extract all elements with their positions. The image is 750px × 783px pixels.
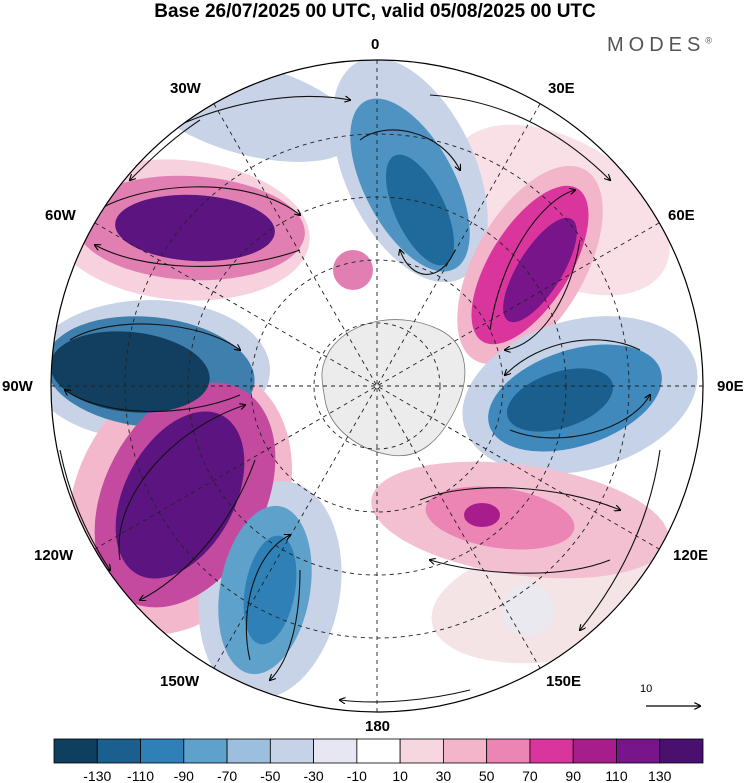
colorbar-tick-label: 50	[479, 768, 495, 783]
lon-label-120e: 120E	[673, 547, 709, 564]
colorbar-swatch	[659, 738, 704, 764]
colorbar-tick-label: 130	[648, 768, 672, 783]
colorbar-swatch	[96, 738, 141, 764]
lon-label-30w: 30W	[170, 80, 201, 97]
map-title: Base 26/07/2025 00 UTC, valid 05/08/2025…	[154, 1, 596, 22]
colorbar-tick-label: 10	[392, 768, 408, 783]
colorbar-swatch	[269, 738, 315, 764]
colorbar-swatch	[399, 738, 444, 764]
colorbar-tick-label: 70	[522, 768, 538, 783]
colorbar-swatch	[183, 738, 228, 764]
lon-label-0: 0	[371, 36, 380, 53]
lon-label-60e: 60E	[668, 207, 695, 224]
wind-streamlines	[59, 94, 661, 702]
anomaly-neg-0-core	[385, 154, 455, 266]
modes-logo: MODES®	[607, 34, 712, 56]
lon-label-150e: 150E	[546, 673, 582, 690]
anomaly-neg-w-core	[51, 331, 210, 413]
colorbar-swatch	[356, 738, 401, 764]
anomaly-neg-e-core	[506, 368, 614, 432]
colorbar-tick-label: 30	[436, 768, 452, 783]
colorbar-swatch	[313, 738, 358, 764]
lon-label-150w: 150W	[160, 673, 200, 690]
lon-label-180: 180	[365, 718, 391, 735]
antarctica-landmass	[321, 319, 466, 457]
colorbar-tick-label: -10	[347, 768, 367, 783]
colorbar-tick-label: -30	[303, 768, 323, 783]
graticule	[51, 60, 703, 712]
colorbar-swatch	[140, 738, 185, 764]
anomaly-pos-sw-core	[115, 411, 245, 579]
lon-label-60w: 60W	[45, 207, 76, 224]
colorbar-swatch	[486, 738, 531, 764]
colorbar-swatch	[529, 738, 574, 764]
colorbar-tick-label: -130	[83, 768, 111, 783]
colorbar-swatch	[226, 738, 271, 764]
colorbar-tick-label: -110	[127, 768, 154, 783]
colorbar-swatch	[572, 738, 617, 764]
colorbar-swatch	[616, 738, 661, 764]
anomaly-pos-135e-core	[464, 503, 500, 527]
lon-label-30e: 30E	[548, 80, 575, 97]
colorbar-swatch	[442, 738, 488, 764]
colorbar-tick-label: -50	[260, 768, 280, 783]
colorbar-tick-label: -70	[217, 768, 237, 783]
colorbar-tick-label: 90	[565, 768, 581, 783]
anomaly-neg-s-core	[243, 535, 297, 645]
lon-label-90w: 90W	[2, 378, 33, 395]
lon-label-90e: 90E	[717, 378, 744, 395]
anomaly-pos-small	[333, 250, 373, 290]
anomaly-pos-nw-core	[115, 194, 275, 262]
lon-label-120w: 120W	[34, 547, 74, 564]
reference-vector-label: 10	[640, 683, 653, 695]
colorbar-swatch	[53, 738, 98, 764]
anomaly-pos-45e-core	[503, 217, 577, 323]
colorbar-tick-label: -90	[174, 768, 194, 783]
map-boundary	[50, 59, 704, 713]
colorbar-tick-label: 110	[605, 768, 628, 783]
